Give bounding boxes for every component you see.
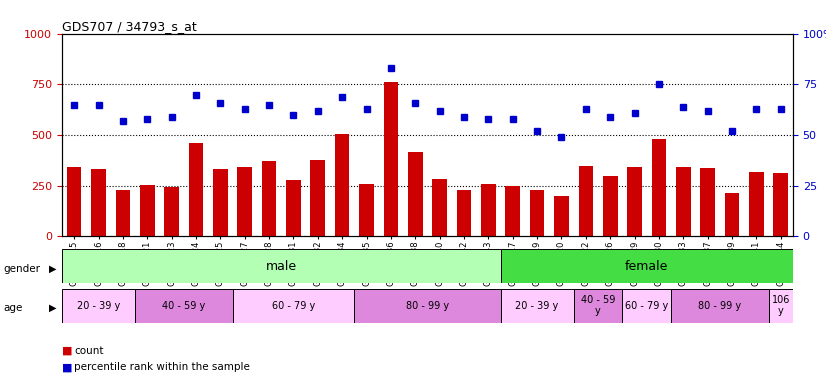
- Bar: [554, 196, 569, 236]
- Bar: [529, 190, 544, 236]
- Bar: [383, 82, 398, 236]
- Bar: [335, 134, 349, 236]
- Bar: [408, 152, 423, 236]
- Bar: [116, 190, 131, 236]
- Text: ▶: ▶: [49, 303, 56, 313]
- Bar: [506, 186, 520, 236]
- Bar: [140, 184, 154, 236]
- Bar: [262, 161, 277, 236]
- Text: GDS707 / 34793_s_at: GDS707 / 34793_s_at: [62, 20, 197, 33]
- Text: 20 - 39 y: 20 - 39 y: [77, 301, 120, 310]
- Bar: [188, 143, 203, 236]
- Text: count: count: [74, 346, 104, 355]
- Bar: [457, 190, 472, 236]
- Bar: [501, 249, 793, 283]
- Bar: [62, 249, 501, 283]
- Bar: [578, 166, 593, 236]
- Bar: [359, 184, 374, 236]
- Text: 60 - 79 y: 60 - 79 y: [272, 301, 315, 310]
- Bar: [501, 289, 573, 322]
- Bar: [724, 193, 739, 236]
- Text: 40 - 59 y: 40 - 59 y: [162, 301, 206, 310]
- Text: gender: gender: [3, 264, 40, 274]
- Text: 106
y: 106 y: [771, 295, 790, 316]
- Text: ■: ■: [62, 346, 73, 355]
- Text: 60 - 79 y: 60 - 79 y: [625, 301, 668, 310]
- Text: ■: ■: [62, 363, 73, 372]
- Text: percentile rank within the sample: percentile rank within the sample: [74, 363, 250, 372]
- Text: 40 - 59
y: 40 - 59 y: [581, 295, 615, 316]
- Bar: [67, 167, 82, 236]
- Bar: [62, 289, 135, 322]
- Bar: [233, 289, 354, 322]
- Bar: [164, 187, 179, 236]
- Bar: [354, 289, 501, 322]
- Bar: [213, 170, 228, 236]
- Bar: [676, 167, 691, 236]
- Bar: [671, 289, 768, 322]
- Bar: [573, 289, 623, 322]
- Bar: [237, 167, 252, 236]
- Text: 80 - 99 y: 80 - 99 y: [406, 301, 449, 310]
- Bar: [700, 168, 715, 236]
- Bar: [286, 180, 301, 236]
- Bar: [627, 167, 642, 236]
- Bar: [773, 174, 788, 236]
- Bar: [432, 178, 447, 236]
- Bar: [481, 184, 496, 236]
- Bar: [623, 289, 671, 322]
- Bar: [91, 170, 106, 236]
- Bar: [749, 172, 764, 236]
- Bar: [652, 139, 667, 236]
- Bar: [768, 289, 793, 322]
- Bar: [135, 289, 233, 322]
- Text: 20 - 39 y: 20 - 39 y: [515, 301, 558, 310]
- Text: male: male: [266, 260, 297, 273]
- Bar: [603, 176, 618, 236]
- Text: ▶: ▶: [49, 264, 56, 274]
- Text: age: age: [3, 303, 22, 313]
- Text: female: female: [625, 260, 668, 273]
- Text: 80 - 99 y: 80 - 99 y: [698, 301, 742, 310]
- Bar: [311, 160, 325, 236]
